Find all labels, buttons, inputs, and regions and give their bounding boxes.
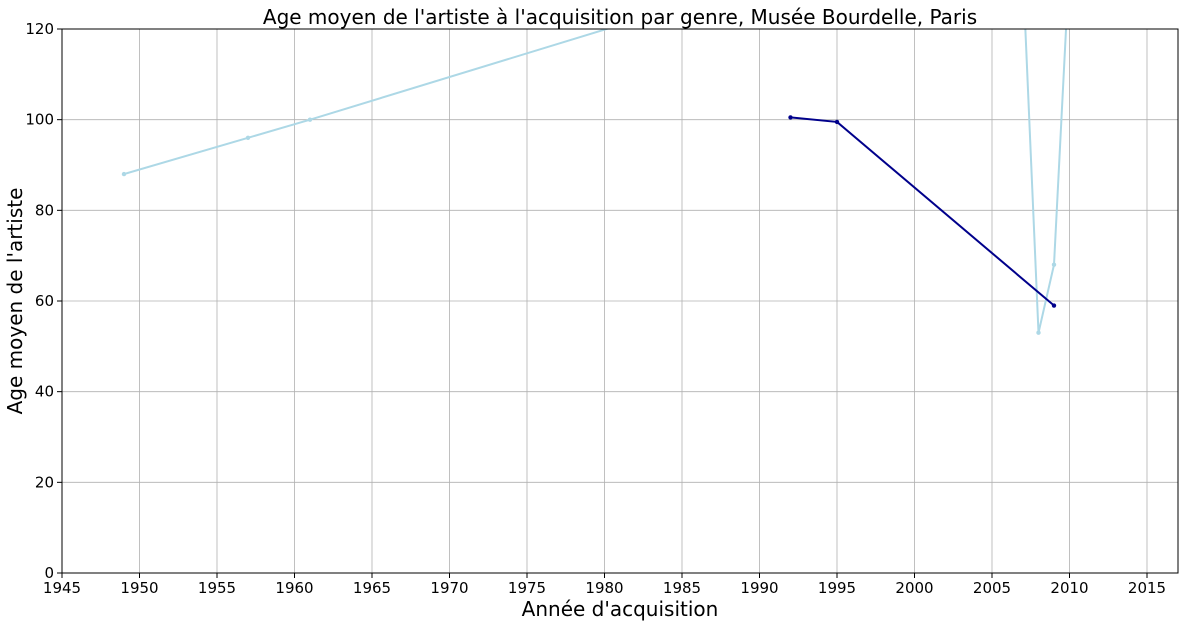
data-point [307, 117, 313, 122]
x-tick-label: 1955 [198, 579, 236, 597]
x-tick-label: 1995 [818, 579, 856, 597]
x-tick-label: 1990 [740, 579, 778, 597]
data-point [1051, 262, 1057, 267]
x-tick-label: 1950 [120, 579, 158, 597]
x-tick-label: 1970 [430, 579, 468, 597]
y-tick-label: 100 [25, 111, 54, 129]
y-tick-label: 40 [35, 383, 54, 401]
y-tick-label: 60 [35, 292, 54, 310]
x-tick-label: 1965 [353, 579, 391, 597]
data-point [834, 119, 840, 125]
y-axis-label: Age moyen de l'artiste [3, 188, 27, 415]
x-tick-label: 2005 [973, 579, 1011, 597]
data-point [245, 135, 251, 140]
y-tick-label: 20 [35, 473, 54, 491]
data-point [788, 115, 793, 120]
x-tick-label: 1985 [663, 579, 701, 597]
x-axis-ticks: 1945 1950 1955 1960 1965 1970 1975 1980 1985 1990… [43, 573, 1166, 597]
x-tick-label: 2010 [1050, 579, 1088, 597]
series-line-1 [123, 29, 1068, 334]
series-line-2 [790, 116, 1055, 307]
data-point [1051, 303, 1057, 308]
x-tick-label: 2000 [895, 579, 933, 597]
y-tick-label: 80 [35, 201, 54, 219]
data-point [1036, 330, 1041, 335]
x-tick-label: 1980 [585, 579, 623, 597]
x-tick-label: 2015 [1128, 579, 1166, 597]
series-layer [121, 29, 1068, 335]
y-tick-label: 0 [44, 564, 54, 582]
chart-title: Age moyen de l'artiste à l'acquisition p… [263, 5, 977, 29]
y-tick-label: 120 [25, 20, 54, 38]
x-tick-label: 1975 [508, 579, 546, 597]
data-point [121, 171, 127, 177]
y-axis-ticks: 0 20 40 60 80 100 120 [25, 20, 62, 582]
y-grid [62, 28, 1178, 574]
x-axis-label: Année d'acquisition [522, 597, 719, 621]
x-tick-label: 1945 [43, 579, 81, 597]
x-tick-label: 1960 [275, 579, 313, 597]
